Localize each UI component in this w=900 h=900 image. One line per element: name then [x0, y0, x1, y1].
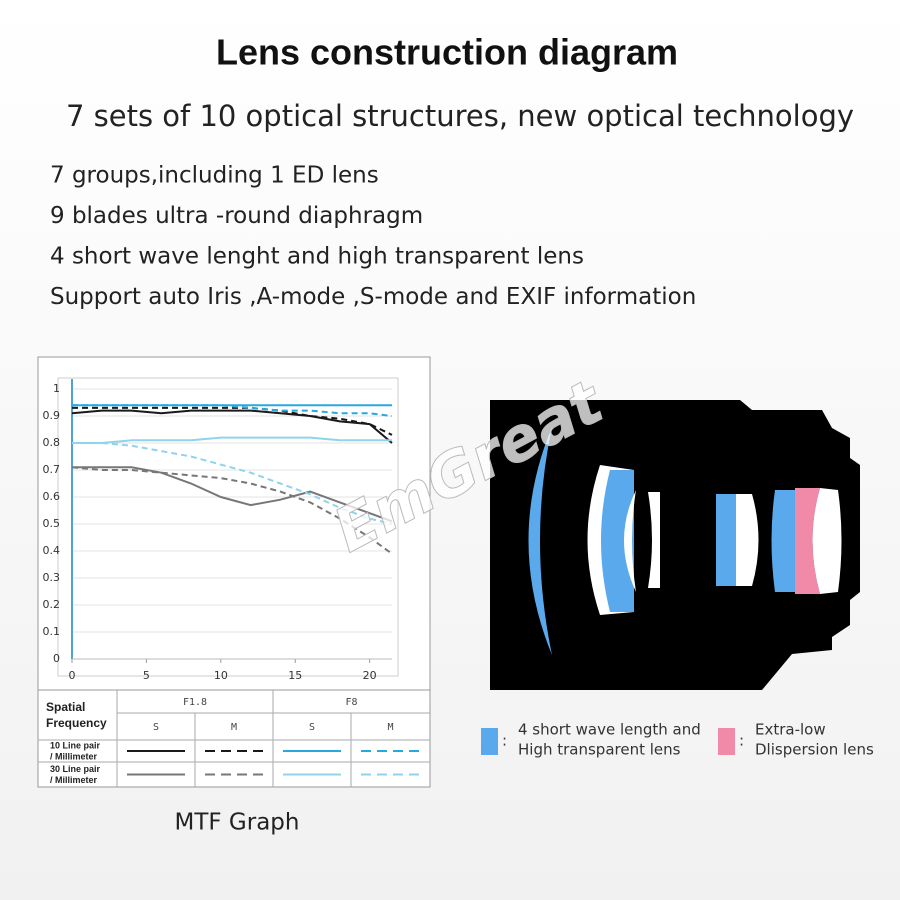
- row-header: 10 Line pair: [50, 740, 101, 750]
- x-tick-label: 15: [288, 669, 302, 682]
- plot-area: [57, 377, 399, 677]
- mode-header: S: [153, 722, 159, 733]
- lens-element: [624, 490, 636, 592]
- x-tick-label: 5: [143, 669, 150, 682]
- mtf-line: [71, 409, 393, 444]
- x-tick-label: 0: [69, 669, 76, 682]
- y-tick-label: 0.8: [43, 436, 61, 449]
- lens-element: [648, 492, 660, 588]
- feature: 4 short wave lenght and high transparent…: [50, 244, 584, 270]
- title: Lens construction diagram: [216, 32, 678, 73]
- y-tick-label: 0.9: [43, 409, 61, 422]
- legend-text: Dlispersion lens: [755, 741, 874, 759]
- y-tick-label: 0: [53, 652, 60, 665]
- mtf-line: [72, 442, 393, 525]
- legend-separator: :: [739, 732, 744, 750]
- feature: 9 blades ultra -round diaphragm: [50, 203, 423, 229]
- table-frame: [37, 689, 431, 788]
- aperture-header: F8: [345, 697, 357, 708]
- lens-element: [736, 494, 759, 586]
- row-header: / Millimeter: [50, 775, 98, 785]
- lens-element: [795, 488, 820, 594]
- lens-element: [812, 488, 842, 594]
- lens-element: [716, 494, 736, 586]
- y-tick-label: 0.2: [43, 598, 61, 611]
- aperture-header: F1.8: [183, 697, 207, 708]
- mtf-line: [72, 406, 393, 436]
- chart-caption: MTF Graph: [175, 810, 300, 836]
- y-tick-label: 1: [53, 382, 60, 395]
- legend-text: High transparent lens: [518, 741, 681, 759]
- mtf-line: [72, 404, 393, 417]
- y-tick-label: 0.7: [43, 463, 61, 476]
- y-tick-label: 0.4: [43, 544, 61, 557]
- legend-separator: :: [502, 732, 507, 750]
- feature: Support auto Iris ,A-mode ,S-mode and EX…: [50, 284, 696, 310]
- table-corner: Spatial Frequency: [46, 700, 107, 730]
- y-tick-label: 0.6: [43, 490, 61, 503]
- lens-body: [490, 400, 860, 690]
- lens-element: [771, 490, 795, 592]
- mtf-line: [72, 466, 393, 523]
- mtf-line: [71, 466, 393, 555]
- subtitle: 7 sets of 10 optical structures, new opt…: [66, 99, 854, 133]
- legend-text: 4 short wave length and: [518, 721, 701, 739]
- mode-header: S: [309, 722, 315, 733]
- mtf-line: [72, 436, 392, 444]
- y-tick-label: 0.5: [43, 517, 61, 530]
- lens-element: [528, 427, 552, 655]
- mode-header: M: [231, 722, 237, 733]
- mode-header: M: [387, 722, 393, 733]
- legend-swatch: [718, 728, 735, 755]
- y-tick-label: 0.1: [43, 625, 61, 638]
- lens-element: [601, 470, 634, 612]
- row-header: / Millimeter: [50, 751, 98, 761]
- y-tick-label: 0.3: [43, 571, 61, 584]
- x-tick-label: 20: [363, 669, 377, 682]
- row-header: 30 Line pair: [50, 764, 101, 774]
- lens-diagram: [490, 400, 860, 690]
- legend-text: Extra-low: [755, 721, 826, 739]
- feature: 7 groups,including 1 ED lens: [50, 163, 379, 189]
- x-tick-label: 10: [214, 669, 228, 682]
- legend-swatch: [481, 728, 498, 755]
